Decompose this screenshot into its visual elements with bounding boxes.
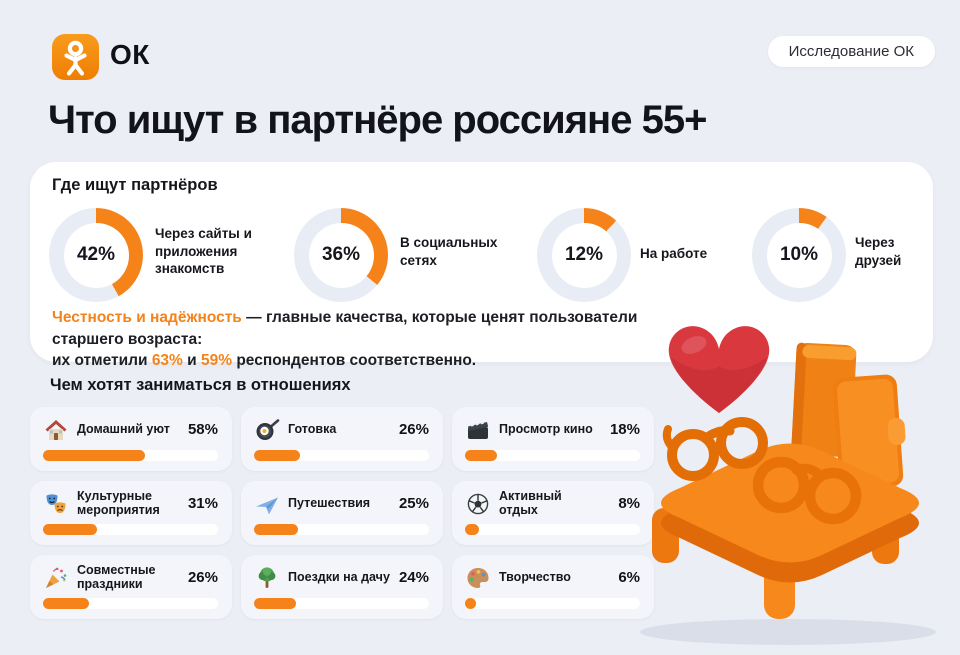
theater-masks-icon [43, 491, 69, 517]
donut-chart-via-friends: 10% [752, 208, 846, 302]
where-panel-title: Где ищут партнёров [52, 176, 218, 194]
donut-percent: 36% [321, 244, 361, 265]
progress-bar [43, 598, 218, 609]
activity-label: Поездки на дачу [288, 569, 390, 584]
activity-label: Просмотр кино [499, 421, 593, 436]
activity-card: Домашний уют 58% [30, 407, 232, 471]
donut-percent: 42% [76, 244, 116, 265]
ok-wordmark: ОК [110, 39, 150, 70]
activity-label: Активный отдых [499, 488, 562, 518]
house-icon [43, 417, 69, 443]
progress-bar [465, 598, 640, 609]
activity-label: Путешествия [288, 495, 371, 510]
progress-fill [43, 524, 98, 535]
progress-fill [254, 524, 298, 535]
activity-label: Совместные праздники [77, 562, 156, 592]
progress-bar [254, 450, 429, 461]
book-clasp [887, 417, 906, 446]
donut-label: Через сайты и приложения знакомств [155, 226, 252, 276]
donut-chart-at-work: 12% [537, 208, 631, 302]
progress-fill [43, 450, 145, 461]
progress-bar [465, 450, 640, 461]
donut-label: На работе [640, 246, 708, 261]
progress-bar [254, 524, 429, 535]
clapperboard-icon [465, 417, 491, 443]
progress-fill [43, 598, 89, 609]
page-title: Что ищут в партнёре россияне 55+ [48, 98, 707, 142]
donut-label: Через друзей [855, 235, 902, 268]
tree-icon [254, 565, 280, 591]
book-front [832, 374, 906, 490]
note-text: Честность и надёжность — главные качеств… [52, 309, 638, 369]
activity-percent: 18% [609, 420, 640, 438]
activity-percent: 8% [618, 494, 640, 512]
activity-card: Активный отдых 8% [452, 481, 654, 545]
where-panel: Где ищут партнёров 42% Через сайты и при… [30, 162, 933, 369]
progress-bar [254, 598, 429, 609]
soccer-ball-icon [465, 491, 491, 517]
progress-fill [254, 450, 300, 461]
donut-chart-social-networks: 36% [294, 208, 388, 302]
activity-percent: 31% [187, 494, 218, 512]
note-highlight: Честность и надёжность [52, 309, 242, 326]
donut-percent: 10% [779, 244, 819, 265]
research-badge: Исследование ОК [767, 36, 935, 67]
activity-label: Творчество [499, 569, 571, 584]
activity-percent: 25% [398, 494, 429, 512]
heart-icon [668, 326, 770, 413]
activity-label: Готовка [288, 421, 337, 436]
ok-person-icon [64, 40, 87, 76]
ok-logo [52, 34, 99, 80]
activity-card: Культурные мероприятия 31% [30, 481, 232, 545]
donut-label: В социальных сетях [400, 235, 498, 268]
activity-percent: 26% [187, 568, 218, 586]
donut-percent: 12% [564, 244, 604, 265]
party-popper-icon [43, 565, 69, 591]
progress-fill [254, 598, 296, 609]
activity-percent: 6% [618, 568, 640, 586]
activity-percent: 26% [398, 420, 429, 438]
donut-chart-dating-apps: 42% [49, 208, 143, 302]
progress-bar [43, 450, 218, 461]
activity-card: Готовка 26% [241, 407, 443, 471]
activity-card: Поездки на дачу 24% [241, 555, 443, 619]
airplane-icon [254, 491, 280, 517]
activity-percent: 24% [398, 568, 429, 586]
activity-card: Просмотр кино 18% [452, 407, 654, 471]
activity-percent: 58% [187, 420, 218, 438]
activity-card: Путешествия 25% [241, 481, 443, 545]
activities-grid: Домашний уют 58% Готовка 26% Просмотр ки… [30, 407, 654, 619]
palette-icon [465, 565, 491, 591]
glasses-pair-right [752, 456, 862, 525]
activity-card: Совместные праздники 26% [30, 555, 232, 619]
activity-label: Культурные мероприятия [77, 488, 160, 518]
activity-card: Творчество 6% [452, 555, 654, 619]
table-shadow [640, 619, 936, 645]
activities-title: Чем хотят заниматься в отношениях [50, 376, 351, 394]
progress-bar [465, 524, 640, 535]
note-percent-2: 59% [201, 352, 233, 369]
progress-fill [465, 524, 479, 535]
progress-fill [465, 598, 476, 609]
glasses-pair-left [662, 417, 768, 481]
frying-pan-icon [254, 417, 280, 443]
activity-label: Домашний уют [77, 421, 170, 436]
illustration-3d-table-heart [640, 326, 936, 645]
note-percent-1: 63% [151, 352, 183, 369]
progress-fill [465, 450, 497, 461]
progress-bar [43, 524, 218, 535]
